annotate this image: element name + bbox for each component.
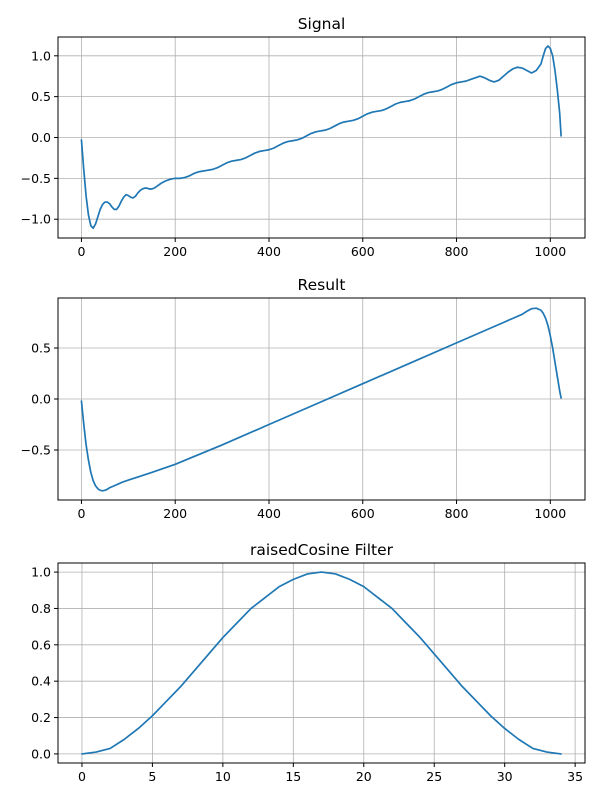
chart-title: Result bbox=[298, 276, 346, 294]
y-tick-label: 1.0 bbox=[31, 565, 51, 580]
x-tick-label: 35 bbox=[567, 769, 583, 784]
y-tick-label: 0.0 bbox=[31, 392, 51, 407]
y-tick-label: 1.0 bbox=[31, 48, 51, 63]
x-tick-label: 20 bbox=[356, 769, 372, 784]
y-tick-label: 0.5 bbox=[31, 340, 51, 355]
x-tick-label: 15 bbox=[285, 769, 301, 784]
y-tick-label: −0.5 bbox=[21, 171, 51, 186]
y-tick-label: 0.4 bbox=[31, 674, 51, 689]
subplot-2: Result 0 200 400 600 800 1000 −0.5 0.0 0.5 bbox=[21, 276, 586, 521]
y-tick-label: 0.0 bbox=[31, 746, 51, 761]
y-tick-label: −1.0 bbox=[21, 212, 51, 227]
axes-frame bbox=[57, 562, 586, 764]
y-tick-label: 0.6 bbox=[31, 637, 51, 652]
x-tick-label: 1000 bbox=[534, 244, 566, 259]
series-line-1 bbox=[80, 45, 562, 230]
x-tick-label: 10 bbox=[215, 769, 231, 784]
x-tick-label: 600 bbox=[351, 506, 375, 521]
y-tick-label: 0.2 bbox=[31, 710, 51, 725]
chart-title: Signal bbox=[298, 15, 346, 33]
x-tick-label: 25 bbox=[426, 769, 442, 784]
x-tick-label: 200 bbox=[163, 506, 187, 521]
x-tick-label: 5 bbox=[148, 769, 156, 784]
series-line-1 bbox=[81, 571, 562, 755]
x-tick-label: 800 bbox=[445, 506, 469, 521]
x-tick-label: 200 bbox=[163, 244, 187, 259]
x-tick-label: 400 bbox=[257, 244, 281, 259]
x-tick-label: 800 bbox=[445, 244, 469, 259]
x-tick-label: 0 bbox=[77, 244, 85, 259]
x-tick-label: 30 bbox=[497, 769, 513, 784]
y-tick-label: 0.0 bbox=[31, 130, 51, 145]
x-tick-label: 0 bbox=[77, 506, 85, 521]
chart-title: raisedCosine Filter bbox=[250, 541, 394, 559]
subplot-3: raisedCosine Filter 0 5 10 15 20 25 30 35 0.0 0.2 0… bbox=[31, 541, 586, 784]
x-tick-label: 1000 bbox=[534, 506, 566, 521]
y-tick-label: −0.5 bbox=[21, 443, 51, 458]
x-tick-label: 600 bbox=[351, 244, 375, 259]
x-tick-label: 0 bbox=[78, 769, 86, 784]
series-line-1 bbox=[80, 307, 562, 492]
y-tick-label: 0.8 bbox=[31, 601, 51, 616]
y-tick-label: 0.5 bbox=[31, 89, 51, 104]
subplot-1: Signal 0 200 400 600 800 1000 −1.0 −0.5 0.0 0.5 1.0 bbox=[21, 15, 586, 259]
x-tick-label: 400 bbox=[257, 506, 281, 521]
